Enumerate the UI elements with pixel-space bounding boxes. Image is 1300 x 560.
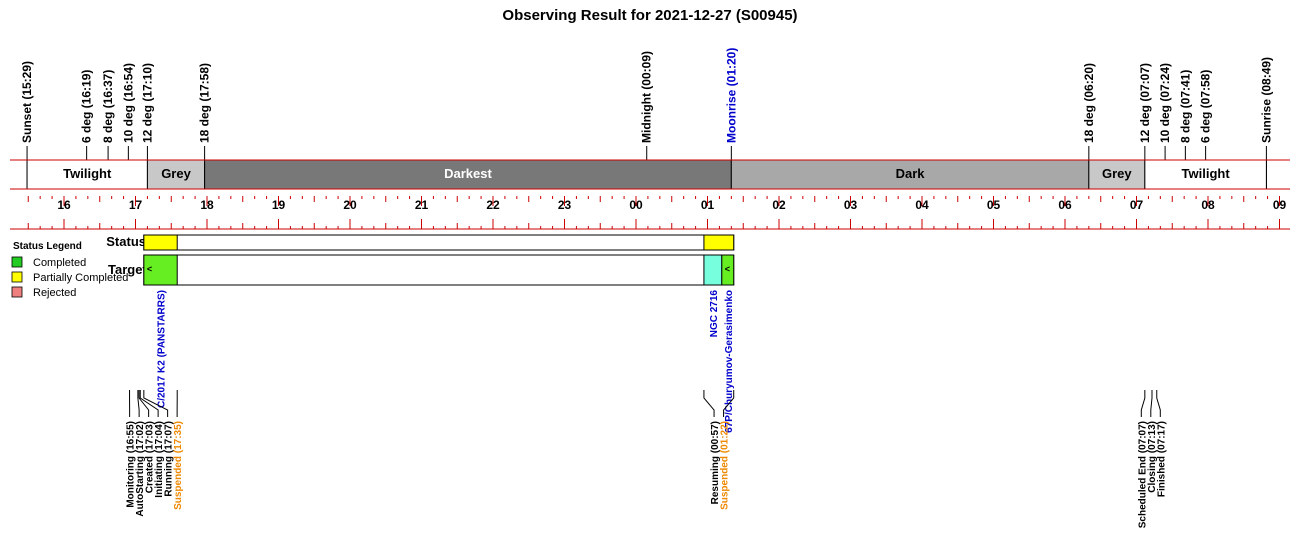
legend-title: Status Legend bbox=[13, 241, 82, 252]
axis-hour-label-22: 22 bbox=[486, 198, 500, 212]
axis-hour-label-18: 18 bbox=[200, 198, 214, 212]
axis-hour-label-04: 04 bbox=[915, 198, 929, 212]
axis-hour-label-00: 00 bbox=[629, 198, 643, 212]
targets-row-label: Targets bbox=[108, 262, 154, 277]
target-segment-mark: < bbox=[147, 264, 152, 274]
sky-band-label: Twilight bbox=[1182, 166, 1231, 181]
axis-hour-label-05: 05 bbox=[987, 198, 1001, 212]
status-legend: Status Legend Completed Partially Complete… bbox=[11, 241, 128, 299]
sky-event-label-6-deg-07-58: 6 deg (07:58) bbox=[1199, 70, 1213, 143]
target-segment-67p-churyumov-gerasimenko[interactable] bbox=[721, 254, 735, 286]
axis-hour-label-19: 19 bbox=[272, 198, 286, 212]
axis-hour-label-02: 02 bbox=[772, 198, 786, 212]
sky-event-label-sunrise-08-49: Sunrise (08:49) bbox=[1259, 57, 1273, 143]
sky-event-label-sunset-15-29: Sunset (15:29) bbox=[20, 61, 34, 143]
sky-event-label-8-deg-16-37: 8 deg (16:37) bbox=[101, 70, 115, 143]
axis-hour-label-17: 17 bbox=[129, 198, 143, 212]
time-axis-layer: 16 17 18 19 20 21 22 23 00 01 02 03 04 05 06 07 08 09 bbox=[10, 196, 1290, 230]
target-segment-mark: < bbox=[725, 264, 730, 274]
sky-band-label: Dark bbox=[896, 166, 926, 181]
sky-event-label-8-deg-07-41: 8 deg (07:41) bbox=[1178, 70, 1192, 143]
target-name-67p-churyumov-gerasimenko[interactable]: 67P/Churyumov-Gerasimenko bbox=[724, 290, 735, 433]
chart-title: Observing Result for 2021-12-27 (S00945) bbox=[502, 7, 797, 24]
legend-swatch-completed bbox=[11, 256, 23, 268]
axis-hour-label-09: 09 bbox=[1273, 198, 1287, 212]
target-segment-ngc-2716[interactable] bbox=[703, 254, 723, 286]
legend-swatch-partially-completed bbox=[11, 271, 23, 283]
state-event-leader bbox=[138, 390, 150, 417]
state-event-label-initiating-17-04: Initiating (17:04) bbox=[154, 421, 165, 498]
axis-hour-label-23: 23 bbox=[558, 198, 572, 212]
axis-hour-label-16: 16 bbox=[57, 198, 71, 212]
state-event-leader bbox=[137, 390, 140, 417]
state-event-leader bbox=[723, 390, 735, 417]
axis-hour-label-03: 03 bbox=[844, 198, 858, 212]
axis-hour-label-20: 20 bbox=[343, 198, 357, 212]
sky-band-label: Grey bbox=[161, 166, 191, 181]
sky-event-label-10-deg-16-54: 10 deg (16:54) bbox=[121, 63, 135, 143]
state-event-label-suspended-17-35: Suspended (17:35) bbox=[173, 421, 184, 510]
state-event-label-resuming-00-57: Resuming (00:57) bbox=[710, 421, 721, 504]
target-name-ngc-2716[interactable]: NGC 2716 bbox=[709, 290, 720, 338]
state-event-label-finished-07-17: Finished (07:17) bbox=[1156, 421, 1167, 497]
axis-hour-label-01: 01 bbox=[701, 198, 715, 212]
target-name-c-2017-k2-panstarrs[interactable]: C/2017 K2 (PANSTARRS) bbox=[157, 290, 168, 408]
state-event-leader bbox=[1140, 390, 1146, 417]
state-events-layer: Monitoring (16:55)AutoStarting (17:02)Cr… bbox=[126, 390, 1167, 528]
sky-event-label-12-deg-17-10: 12 deg (17:10) bbox=[140, 63, 154, 143]
legend-label-partially-completed: Partially Completed bbox=[33, 272, 128, 284]
axis-hour-label-21: 21 bbox=[415, 198, 429, 212]
state-event-label-monitoring-16-55: Monitoring (16:55) bbox=[126, 421, 137, 508]
axis-hour-label-06: 06 bbox=[1058, 198, 1072, 212]
axis-hour-label-07: 07 bbox=[1130, 198, 1144, 212]
state-event-label-autostarting-17-02: AutoStarting (17:02) bbox=[135, 421, 146, 517]
sky-event-label-10-deg-07-24: 10 deg (07:24) bbox=[1158, 63, 1172, 143]
status-segment[interactable] bbox=[143, 234, 178, 251]
sky-events-layer: Sunset (15:29) 6 deg (16:19) 8 deg (16:37)… bbox=[20, 48, 1273, 189]
status-row-frame bbox=[143, 234, 735, 251]
sky-event-label-18-deg-06-20: 18 deg (06:20) bbox=[1082, 63, 1096, 143]
sky-band-twilight bbox=[1144, 159, 1267, 190]
sky-band-dark bbox=[730, 159, 1090, 190]
sky-bands-layer: Twilight Grey Darkest Dark Grey Twilight bbox=[10, 159, 1290, 190]
sky-event-label-midnight-00-09: Midnight (00:09) bbox=[640, 51, 654, 143]
sky-event-label-12-deg-07-07: 12 deg (07:07) bbox=[1138, 63, 1152, 143]
status-segment[interactable] bbox=[703, 234, 735, 251]
legend-swatch-rejected bbox=[11, 286, 23, 298]
sky-event-label-6-deg-16-19: 6 deg (16:19) bbox=[80, 70, 94, 143]
axis-hour-label-08: 08 bbox=[1201, 198, 1215, 212]
target-segment-c-2017-k2-panstarrs[interactable] bbox=[143, 254, 178, 286]
state-event-leader bbox=[1150, 390, 1153, 417]
targets-row-frame bbox=[143, 254, 735, 286]
state-event-leader bbox=[139, 390, 159, 417]
state-event-label-created-17-03: Created (17:03) bbox=[145, 421, 156, 493]
state-event-label-suspended-01-22: Suspended (01:22) bbox=[720, 421, 731, 510]
sky-band-label: Twilight bbox=[63, 166, 112, 181]
sky-band-label: Darkest bbox=[444, 166, 492, 181]
state-event-label-scheduled-end-07-07: Scheduled End (07:07) bbox=[1137, 421, 1148, 528]
sky-band-label: Grey bbox=[1102, 166, 1132, 181]
legend-label-rejected: Rejected bbox=[33, 287, 76, 299]
status-row-label: Status bbox=[106, 234, 146, 249]
state-event-label-running-17-07: Running (17:07) bbox=[164, 421, 175, 497]
state-event-label-closing-07-13: Closing (07:13) bbox=[1147, 421, 1158, 493]
state-event-leader bbox=[703, 390, 715, 417]
legend-label-completed: Completed bbox=[33, 257, 86, 269]
state-event-leader bbox=[1156, 390, 1161, 417]
state-event-leader bbox=[143, 390, 169, 417]
sky-event-label-moonrise-01-20: Moonrise (01:20) bbox=[724, 48, 738, 143]
sky-event-label-18-deg-17-58: 18 deg (17:58) bbox=[198, 63, 212, 143]
